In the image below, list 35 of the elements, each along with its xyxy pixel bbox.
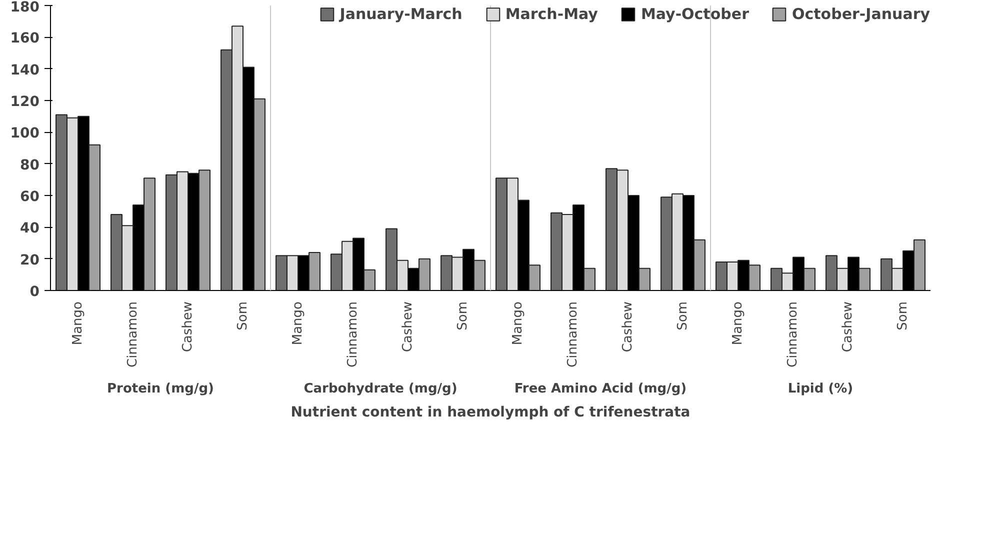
- text: Lipid (%): [788, 382, 854, 396]
- x-tick-label: Som: [236, 301, 250, 330]
- text: Carbohydrate (mg/g): [304, 382, 458, 396]
- y-tick-label: 80: [20, 157, 40, 174]
- y-tick-label: 100: [10, 126, 40, 142]
- y-tick-label: 140: [10, 62, 40, 78]
- y-tick-label: 120: [10, 94, 40, 110]
- x-tick-label: Mango: [730, 301, 746, 346]
- y-tick-label: 60: [20, 189, 40, 205]
- y-tick-label: 160: [10, 30, 40, 47]
- x-tick-label: Cinnamon: [126, 301, 140, 368]
- x-tick-label: Cashew: [180, 301, 196, 352]
- x-tick-label: Som: [456, 301, 470, 330]
- x-tick-label: Som: [676, 301, 690, 330]
- x-tick-label: Cinnamon: [566, 301, 580, 368]
- x-tick-label: Cinnamon: [786, 301, 800, 368]
- legend-label: May-October: [640, 5, 749, 23]
- text: Protein (mg/g): [107, 382, 214, 396]
- x-tick-label: Mango: [290, 301, 306, 346]
- x-tick-label: Mango: [70, 301, 86, 346]
- y-tick-label: 40: [20, 220, 40, 237]
- x-tick-label: Cashew: [620, 301, 636, 352]
- x-tick-label: Mango: [510, 301, 526, 346]
- legend-label: March-May: [505, 5, 598, 23]
- x-tick-label: Cashew: [840, 301, 856, 352]
- y-tick-label: 180: [10, 0, 40, 16]
- x-tick-label: Cinnamon: [346, 301, 360, 368]
- x-axis-title: Nutrient content in haemolymph of C trifenestrata: [290, 404, 690, 420]
- y-tick-label: 0: [30, 284, 40, 300]
- y-tick-label: 20: [20, 252, 40, 268]
- x-tick-label: Cashew: [400, 301, 416, 352]
- legend-label: October-January: [792, 5, 930, 23]
- x-tick-label: Som: [896, 301, 910, 330]
- legend-label: January-March: [340, 5, 462, 23]
- text: Free Amino Acid (mg/g): [514, 382, 687, 396]
